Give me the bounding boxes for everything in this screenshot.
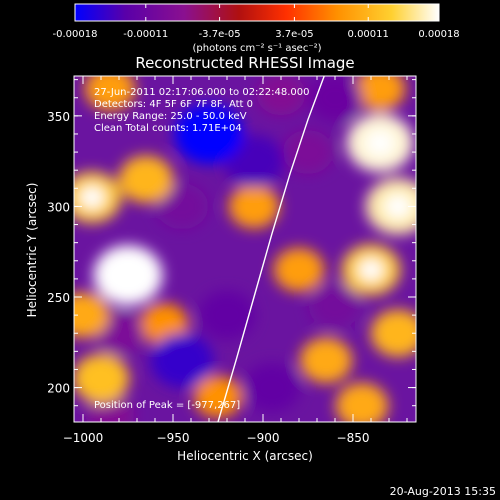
colorbar-gradient (74, 3, 440, 22)
emission-feature (84, 76, 136, 111)
emission-peak (365, 129, 395, 157)
x-tick-label: −950 (157, 431, 190, 445)
x-axis: −1000 −950 −900 −850 (63, 76, 408, 445)
peak-position-label: Position of Peak = [-977,267] (94, 400, 240, 411)
y-axis-label: Heliocentric Y (arcsec) (25, 183, 39, 318)
x-axis-label: Heliocentric X (arcsec) (177, 449, 313, 463)
negative-feature (150, 333, 214, 388)
y-tick-label: 350 (47, 110, 70, 124)
y-tick-label: 250 (47, 291, 70, 305)
emission-feature (118, 155, 174, 204)
emission-feature (74, 353, 130, 404)
heatmap-features (74, 76, 416, 422)
emission-feature (335, 382, 389, 422)
negative-feature (174, 103, 244, 164)
emission-peak (358, 258, 384, 282)
y-axis: 200 250 300 350 (47, 79, 416, 407)
observation-info: 27-Jun-2011 02:17:06.000 to 02:22:48.000… (94, 87, 310, 134)
y-tick-label: 300 (47, 200, 70, 214)
emission-feature (273, 247, 325, 292)
colorbar-tick-label: 0.00011 (348, 29, 389, 40)
emission-peak (113, 261, 143, 289)
emission-peak (79, 185, 105, 209)
info-line: Detectors: 4F 5F 6F 7F 8F, Att 0 (94, 99, 253, 110)
emission-feature (299, 337, 353, 384)
colorbar-ticks: -0.00018 -0.00011 -3.7e-05 3.7e-05 0.00011 0.… (53, 4, 460, 40)
x-tick-label: −900 (247, 431, 280, 445)
colorbar-tick-label: 3.7e-05 (275, 29, 313, 40)
emission-feature (193, 375, 243, 418)
footer-timestamp: 20-Aug-2013 15:35 (390, 485, 496, 498)
y-tick-label: 200 (47, 382, 70, 396)
colorbar-tick-label: 0.00018 (418, 29, 459, 40)
x-tick-label: −850 (337, 431, 370, 445)
negative-feature (243, 362, 301, 413)
negative-feature (256, 76, 306, 116)
emission-feature (228, 184, 280, 229)
negative-feature (307, 76, 363, 122)
negative-feature (282, 130, 334, 175)
negative-feature (155, 183, 209, 230)
emission-feature (370, 309, 416, 358)
colorbar: -0.00018 -0.00011 -3.7e-05 3.7e-05 0.00011 0.… (53, 3, 460, 54)
emission-feature (74, 292, 110, 339)
heatmap (74, 76, 416, 422)
info-line: 27-Jun-2011 02:17:06.000 to 02:22:48.000 (94, 87, 310, 98)
colorbar-tick-label: -3.7e-05 (199, 29, 241, 40)
solar-limb-curve (217, 76, 325, 422)
emission-peak (383, 193, 413, 220)
colorbar-tick-label: -0.00011 (123, 29, 168, 40)
info-line: Clean Total counts: 1.71E+04 (94, 123, 242, 134)
plot-title: Reconstructed RHESSI Image (135, 54, 354, 72)
negative-feature (198, 290, 256, 340)
colorbar-tick-label: -0.00018 (53, 29, 98, 40)
x-tick-label: −1000 (63, 431, 104, 445)
negative-feature (308, 283, 362, 329)
colorbar-unit-label: (photons cm⁻² s⁻¹ asec⁻²) (192, 43, 321, 54)
info-line: Energy Range: 25.0 - 50.0 keV (94, 111, 247, 122)
emission-feature (354, 76, 406, 111)
